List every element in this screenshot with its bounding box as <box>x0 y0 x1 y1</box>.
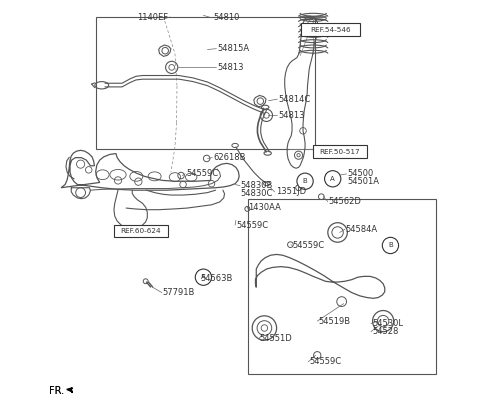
Text: FR.: FR. <box>49 386 64 396</box>
Text: 54813: 54813 <box>217 63 244 72</box>
Bar <box>96 17 315 149</box>
Text: 54500: 54500 <box>348 169 374 178</box>
Text: 54813: 54813 <box>278 111 305 120</box>
Text: 54528: 54528 <box>372 327 398 336</box>
Text: 62618B: 62618B <box>213 153 246 162</box>
Text: FR.: FR. <box>49 386 64 396</box>
Polygon shape <box>67 388 72 392</box>
Bar <box>248 199 436 374</box>
Circle shape <box>382 237 398 254</box>
Text: 54519B: 54519B <box>318 317 350 326</box>
Text: 54551D: 54551D <box>260 335 292 344</box>
Bar <box>301 24 360 36</box>
Text: 54559C: 54559C <box>309 357 341 366</box>
Text: REF.50-517: REF.50-517 <box>320 149 360 155</box>
Text: 54530L: 54530L <box>372 319 403 328</box>
Text: 54584A: 54584A <box>346 225 378 234</box>
Text: 54501A: 54501A <box>348 177 380 186</box>
Text: 1351JD: 1351JD <box>276 187 306 196</box>
Text: B: B <box>388 242 393 248</box>
Text: REF.54-546: REF.54-546 <box>310 27 351 33</box>
Text: 54562D: 54562D <box>329 197 361 206</box>
Text: 57791B: 57791B <box>163 288 195 297</box>
Text: 54559C: 54559C <box>186 169 218 178</box>
Text: 54810: 54810 <box>214 13 240 22</box>
Bar <box>114 225 168 237</box>
Text: 54830B: 54830B <box>241 181 273 190</box>
Text: B: B <box>303 178 307 184</box>
Text: 54815A: 54815A <box>217 44 250 53</box>
Circle shape <box>324 171 341 187</box>
Text: A: A <box>201 274 206 280</box>
Text: 1140EF: 1140EF <box>138 13 168 22</box>
Text: 54814C: 54814C <box>278 95 311 104</box>
Text: 1430AA: 1430AA <box>248 203 281 212</box>
Circle shape <box>195 269 212 285</box>
Text: 54563B: 54563B <box>200 274 232 283</box>
Text: 54559C: 54559C <box>293 241 325 250</box>
Text: REF.60-624: REF.60-624 <box>120 228 161 234</box>
Text: 54830C: 54830C <box>241 189 273 198</box>
Bar <box>313 145 367 157</box>
Text: A: A <box>330 176 335 182</box>
Text: 54559C: 54559C <box>236 221 268 230</box>
Circle shape <box>297 173 313 189</box>
